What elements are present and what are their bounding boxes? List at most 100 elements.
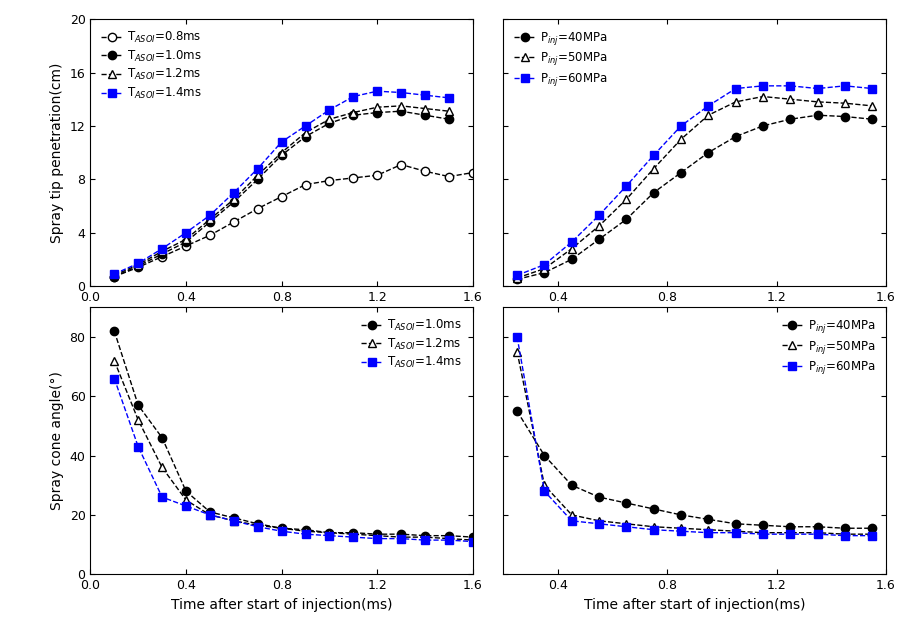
Line: P$_{inj}$=60MPa: P$_{inj}$=60MPa: [512, 333, 875, 540]
P$_{inj}$=40MPa: [866, 524, 877, 532]
T$_{ASOI}$=1.0ms: [181, 487, 191, 495]
P$_{inj}$=50MPa: [593, 517, 604, 524]
T$_{ASOI}$=1.2ms: [323, 529, 334, 537]
T$_{ASOI}$=0.8ms: [228, 218, 239, 226]
P$_{inj}$=60MPa: [703, 102, 713, 110]
T$_{ASOI}$=1.0ms: [300, 133, 311, 140]
X-axis label: Time after start of injection(ms): Time after start of injection(ms): [583, 598, 805, 612]
P$_{inj}$=50MPa: [675, 524, 685, 532]
T$_{ASOI}$=1.2ms: [276, 524, 287, 532]
P$_{inj}$=40MPa: [565, 255, 576, 263]
T$_{ASOI}$=1.4ms: [348, 93, 358, 100]
T$_{ASOI}$=1.2ms: [133, 416, 144, 424]
P$_{inj}$=40MPa: [675, 169, 685, 177]
P$_{inj}$=60MPa: [839, 532, 850, 540]
P$_{inj}$=60MPa: [593, 211, 604, 219]
P$_{inj}$=60MPa: [839, 82, 850, 90]
T$_{ASOI}$=1.4ms: [228, 189, 239, 197]
T$_{ASOI}$=1.0ms: [300, 526, 311, 533]
Line: T$_{ASOI}$=1.0ms: T$_{ASOI}$=1.0ms: [110, 107, 452, 281]
P$_{inj}$=60MPa: [565, 517, 576, 524]
P$_{inj}$=50MPa: [839, 100, 850, 107]
P$_{inj}$=50MPa: [866, 102, 877, 110]
T$_{ASOI}$=1.4ms: [348, 533, 358, 541]
P$_{inj}$=40MPa: [538, 452, 549, 459]
T$_{ASOI}$=0.8ms: [467, 169, 478, 177]
T$_{ASOI}$=1.0ms: [396, 107, 406, 115]
P$_{inj}$=50MPa: [620, 520, 631, 528]
P$_{inj}$=40MPa: [839, 524, 850, 532]
P$_{inj}$=50MPa: [730, 98, 740, 106]
T$_{ASOI}$=1.4ms: [204, 511, 215, 519]
P$_{inj}$=50MPa: [839, 530, 850, 538]
P$_{inj}$=40MPa: [784, 115, 795, 123]
T$_{ASOI}$=1.0ms: [204, 508, 215, 516]
T$_{ASOI}$=1.2ms: [419, 533, 430, 541]
T$_{ASOI}$=1.2ms: [252, 521, 263, 529]
Line: T$_{ASOI}$=1.2ms: T$_{ASOI}$=1.2ms: [110, 101, 452, 279]
T$_{ASOI}$=1.2ms: [108, 272, 119, 279]
T$_{ASOI}$=1.0ms: [419, 532, 430, 540]
T$_{ASOI}$=1.4ms: [396, 89, 406, 96]
T$_{ASOI}$=1.2ms: [181, 235, 191, 243]
T$_{ASOI}$=1.2ms: [204, 511, 215, 519]
T$_{ASOI}$=1.2ms: [300, 528, 311, 535]
P$_{inj}$=50MPa: [675, 135, 685, 143]
P$_{inj}$=40MPa: [511, 407, 522, 415]
T$_{ASOI}$=1.0ms: [276, 151, 287, 159]
T$_{ASOI}$=1.0ms: [133, 401, 144, 409]
P$_{inj}$=50MPa: [620, 195, 631, 203]
P$_{inj}$=60MPa: [538, 261, 549, 269]
T$_{ASOI}$=0.8ms: [181, 242, 191, 250]
P$_{inj}$=60MPa: [703, 529, 713, 537]
T$_{ASOI}$=0.8ms: [348, 174, 358, 182]
P$_{inj}$=50MPa: [811, 98, 822, 106]
T$_{ASOI}$=1.0ms: [348, 529, 358, 537]
T$_{ASOI}$=1.4ms: [419, 537, 430, 544]
T$_{ASOI}$=1.4ms: [156, 245, 167, 253]
Legend: T$_{ASOI}$=1.0ms, T$_{ASOI}$=1.2ms, T$_{ASOI}$=1.4ms: T$_{ASOI}$=1.0ms, T$_{ASOI}$=1.2ms, T$_{…: [357, 313, 467, 375]
P$_{inj}$=40MPa: [839, 113, 850, 121]
T$_{ASOI}$=1.2ms: [371, 103, 382, 111]
T$_{ASOI}$=1.2ms: [252, 172, 263, 179]
P$_{inj}$=60MPa: [757, 530, 768, 538]
P$_{inj}$=60MPa: [511, 272, 522, 279]
P$_{inj}$=50MPa: [511, 274, 522, 282]
T$_{ASOI}$=1.0ms: [371, 530, 382, 538]
P$_{inj}$=60MPa: [784, 82, 795, 90]
T$_{ASOI}$=1.4ms: [300, 530, 311, 538]
T$_{ASOI}$=1.2ms: [228, 517, 239, 524]
X-axis label: Time after start of injection(ms): Time after start of injection(ms): [171, 598, 392, 612]
T$_{ASOI}$=1.0ms: [371, 108, 382, 116]
T$_{ASOI}$=1.2ms: [300, 129, 311, 137]
T$_{ASOI}$=1.2ms: [396, 102, 406, 110]
P$_{inj}$=60MPa: [866, 532, 877, 540]
T$_{ASOI}$=1.4ms: [108, 375, 119, 382]
T$_{ASOI}$=1.0ms: [443, 532, 454, 540]
T$_{ASOI}$=1.4ms: [323, 106, 334, 114]
P$_{inj}$=60MPa: [511, 333, 522, 341]
P$_{inj}$=60MPa: [811, 85, 822, 93]
P$_{inj}$=50MPa: [538, 482, 549, 489]
P$_{inj}$=50MPa: [703, 526, 713, 533]
T$_{ASOI}$=1.2ms: [443, 535, 454, 542]
T$_{ASOI}$=1.4ms: [133, 443, 144, 450]
P$_{inj}$=40MPa: [565, 482, 576, 489]
T$_{ASOI}$=0.8ms: [276, 193, 287, 200]
T$_{ASOI}$=0.8ms: [323, 177, 334, 184]
P$_{inj}$=60MPa: [593, 520, 604, 528]
T$_{ASOI}$=1.2ms: [156, 248, 167, 255]
T$_{ASOI}$=0.8ms: [443, 173, 454, 181]
Line: P$_{inj}$=50MPa: P$_{inj}$=50MPa: [512, 93, 875, 282]
P$_{inj}$=50MPa: [647, 165, 658, 172]
T$_{ASOI}$=1.2ms: [181, 496, 191, 504]
Y-axis label: Spray cone angle(°): Spray cone angle(°): [50, 371, 64, 510]
Legend: P$_{inj}$=40MPa, P$_{inj}$=50MPa, P$_{inj}$=60MPa: P$_{inj}$=40MPa, P$_{inj}$=50MPa, P$_{in…: [508, 25, 611, 93]
P$_{inj}$=50MPa: [866, 530, 877, 538]
T$_{ASOI}$=0.8ms: [396, 161, 406, 168]
T$_{ASOI}$=1.0ms: [156, 434, 167, 441]
T$_{ASOI}$=1.2ms: [396, 533, 406, 541]
P$_{inj}$=50MPa: [757, 93, 768, 100]
P$_{inj}$=50MPa: [730, 528, 740, 535]
P$_{inj}$=40MPa: [784, 523, 795, 531]
